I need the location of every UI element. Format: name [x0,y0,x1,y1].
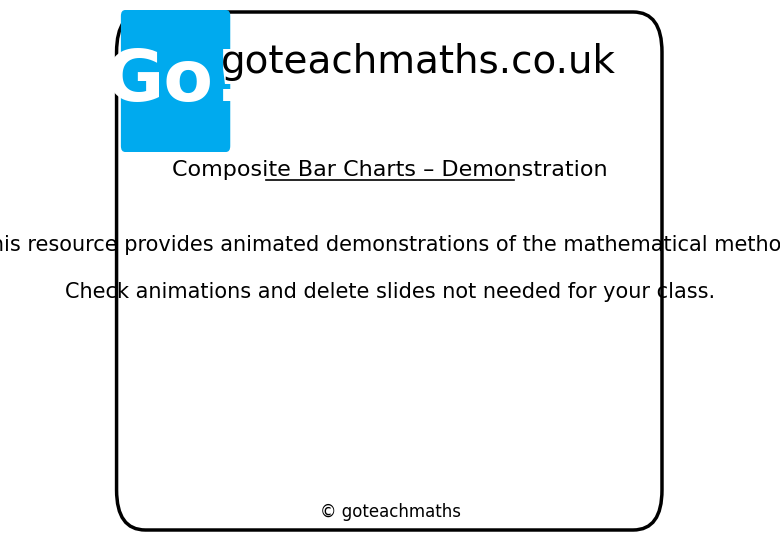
Text: This resource provides animated demonstrations of the mathematical method.: This resource provides animated demonstr… [0,235,780,255]
FancyBboxPatch shape [121,10,230,152]
FancyBboxPatch shape [116,12,662,530]
Text: goteachmaths.co.uk: goteachmaths.co.uk [222,43,616,81]
Text: © goteachmaths: © goteachmaths [320,503,460,521]
Text: Composite Bar Charts – Demonstration: Composite Bar Charts – Demonstration [172,160,608,180]
Text: Check animations and delete slides not needed for your class.: Check animations and delete slides not n… [65,282,715,302]
Text: Go!: Go! [105,46,246,116]
